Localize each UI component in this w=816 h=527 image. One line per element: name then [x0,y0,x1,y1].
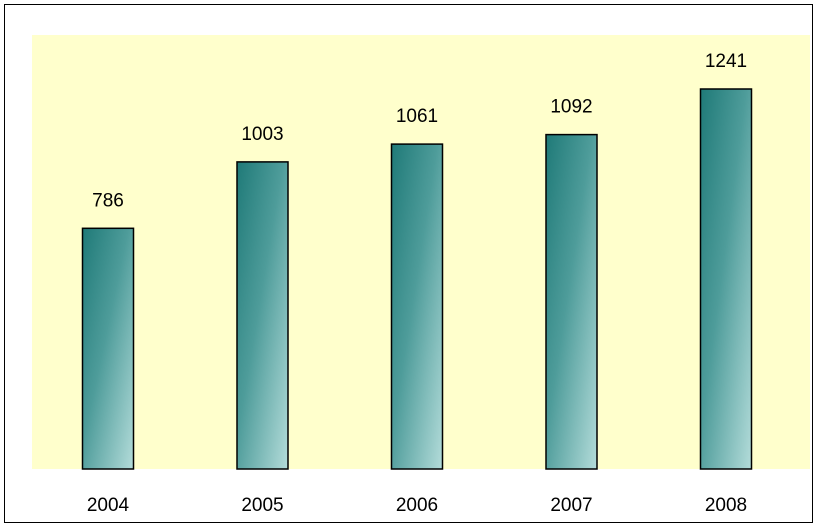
x-tick-label-2007: 2007 [550,495,592,516]
data-label-2006: 1061 [396,106,438,127]
data-label-2008: 1241 [705,51,747,72]
bar-2005 [236,161,289,470]
x-tick-label-2004: 2004 [87,495,130,516]
bar-2006 [390,143,444,470]
bar-2008 [699,88,753,470]
x-tick-label-2008: 2008 [705,495,747,516]
x-tick-label-2006: 2006 [396,495,438,516]
bar-2004 [81,227,135,470]
data-label-2007: 1092 [550,97,592,118]
bar-2007 [545,133,598,470]
data-label-2004: 786 [92,190,124,211]
x-tick-label-2005: 2005 [241,495,283,516]
data-label-2005: 1003 [241,124,283,145]
bar-chart: 786 1003 1061 1092 1241 2004 2005 2006 2007 2008 [32,35,810,516]
chart-frame: 786 1003 1061 1092 1241 2004 2005 2006 2007 2008 [4,4,813,523]
